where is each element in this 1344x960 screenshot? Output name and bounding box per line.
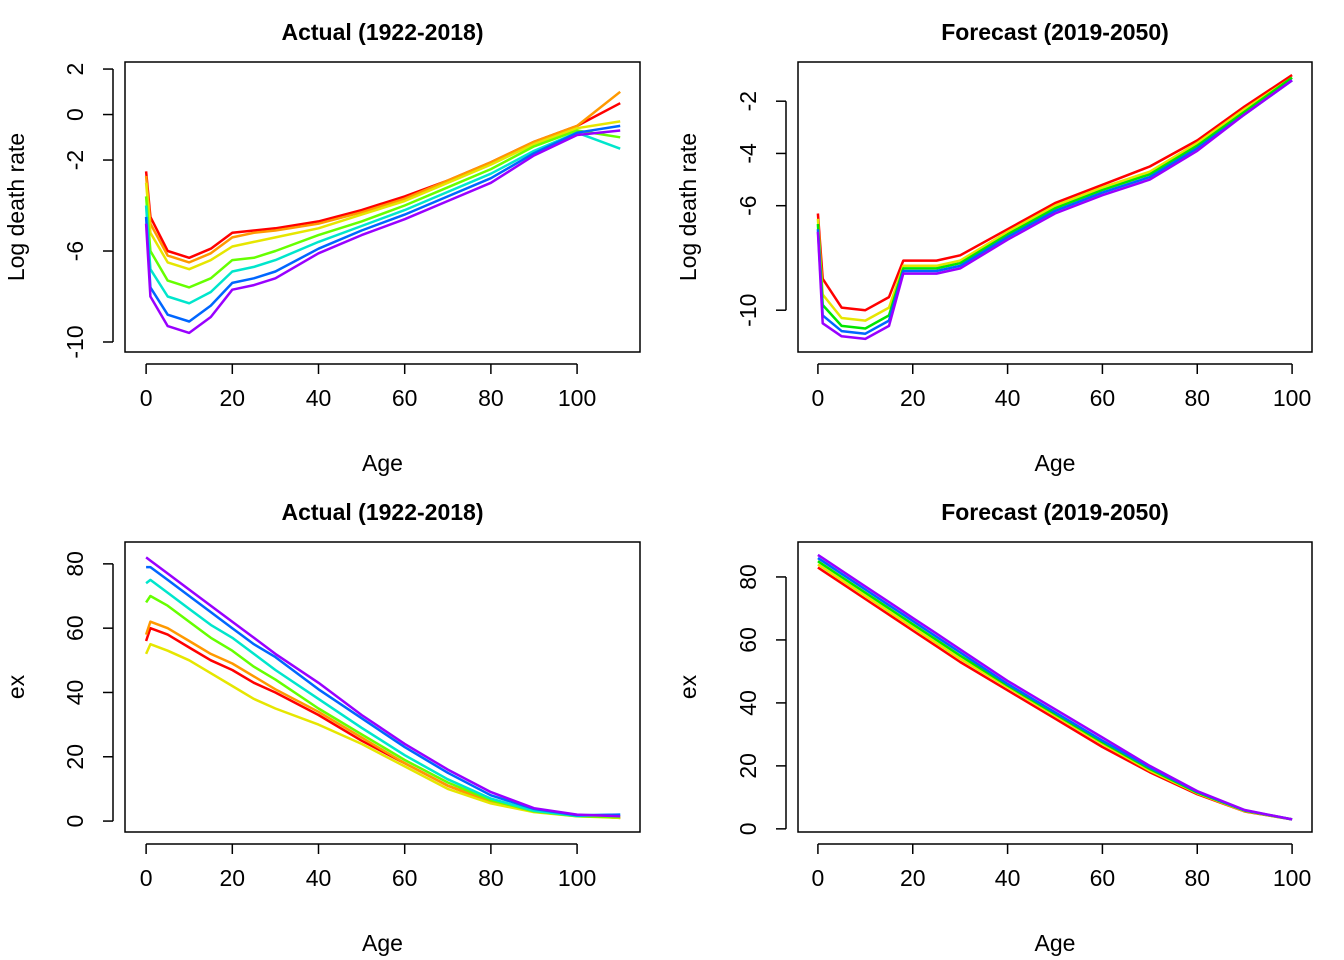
x-tick-label: 80 [478, 865, 504, 891]
panel: Forecast (2019-2050) Age Log death rate 0 20… [675, 19, 1313, 476]
x-axis-label: Age [1035, 930, 1076, 956]
plot-box [797, 61, 1313, 353]
x-tick-label: 40 [995, 385, 1021, 411]
series-line [144, 120, 621, 271]
y-tick-label: -2 [735, 91, 761, 111]
y-axis-label: ex [675, 674, 701, 699]
x-tick-label: 0 [812, 865, 825, 891]
x-tick-label: 100 [558, 385, 596, 411]
plot-area [144, 90, 621, 335]
x-tick-label: 80 [1184, 865, 1210, 891]
series-line [144, 642, 621, 820]
y-tick-label: 80 [62, 551, 88, 577]
series-line [816, 76, 1293, 322]
series-line [144, 124, 621, 323]
y-tick-label: 80 [735, 564, 761, 590]
series-line [144, 90, 621, 264]
y-tick-label: -2 [62, 150, 88, 170]
x-tick-label: 100 [1273, 385, 1311, 411]
chart-title: Forecast (2019-2050) [941, 499, 1169, 525]
y-tick-label: 20 [62, 744, 88, 770]
x-tick-label: 80 [1184, 385, 1210, 411]
chart-title: Actual (1922-2018) [282, 499, 484, 525]
chart-title: Actual (1922-2018) [282, 19, 484, 45]
plot-area [817, 553, 1293, 821]
panel: Forecast (2019-2050) Age ex 0 20 40 60 80 100 0 20… [675, 499, 1313, 956]
x-tick-label: 0 [140, 865, 153, 891]
y-tick-label: 20 [735, 753, 761, 779]
series-line [816, 74, 1293, 312]
y-tick-label: -10 [62, 325, 88, 358]
chart-title: Forecast (2019-2050) [941, 19, 1169, 45]
x-tick-label: 60 [392, 385, 418, 411]
y-axis-label: Log death rate [675, 133, 701, 281]
x-tick-label: 20 [900, 865, 926, 891]
y-tick-label: 40 [62, 680, 88, 706]
series-line [144, 129, 621, 289]
series-line [817, 560, 1293, 821]
plot-box [124, 541, 641, 833]
plot-area [144, 556, 621, 820]
series-line [816, 79, 1293, 341]
x-tick-label: 100 [558, 865, 596, 891]
y-tick-label: -4 [735, 143, 761, 164]
series-line [817, 553, 1293, 821]
plot-box [124, 61, 641, 353]
x-tick-label: 40 [995, 865, 1021, 891]
y-axis-label: ex [3, 674, 29, 699]
series-line [144, 102, 621, 260]
plot-area [816, 74, 1293, 341]
y-tick-label: -6 [62, 241, 88, 261]
y-tick-label: 60 [62, 615, 88, 641]
y-tick-label: 0 [735, 822, 761, 835]
y-tick-label: -6 [735, 195, 761, 215]
x-axis-label: Age [1035, 450, 1076, 476]
x-tick-label: 60 [1090, 385, 1116, 411]
series-line [816, 79, 1293, 335]
series-line [144, 620, 621, 820]
series-line [816, 76, 1293, 330]
series-line [144, 131, 621, 305]
x-tick-label: 40 [306, 865, 332, 891]
series-line [817, 557, 1293, 821]
y-tick-label: 40 [735, 690, 761, 716]
x-tick-label: 20 [220, 865, 246, 891]
x-tick-label: 40 [306, 385, 332, 411]
y-tick-label: 0 [62, 815, 88, 828]
x-tick-label: 0 [140, 385, 153, 411]
series-line [145, 578, 621, 818]
x-tick-label: 80 [478, 385, 504, 411]
plot-box [797, 541, 1313, 833]
series-line [146, 565, 621, 817]
y-tick-label: -10 [735, 294, 761, 327]
x-tick-label: 20 [220, 385, 246, 411]
x-axis-label: Age [362, 930, 403, 956]
x-tick-label: 60 [1090, 865, 1116, 891]
x-tick-label: 60 [392, 865, 418, 891]
series-line [144, 129, 621, 335]
y-axis-label: Log death rate [3, 133, 29, 281]
y-tick-label: 0 [62, 108, 88, 121]
y-tick-label: 60 [735, 627, 761, 653]
series-line [145, 556, 621, 818]
x-tick-label: 100 [1273, 865, 1311, 891]
x-tick-label: 0 [812, 385, 825, 411]
y-tick-label: 2 [62, 63, 88, 76]
x-tick-label: 20 [900, 385, 926, 411]
x-axis-label: Age [362, 450, 403, 476]
panel: Actual (1922-2018) Age ex 0 20 40 60 80 100 0 20 40… [3, 499, 641, 956]
